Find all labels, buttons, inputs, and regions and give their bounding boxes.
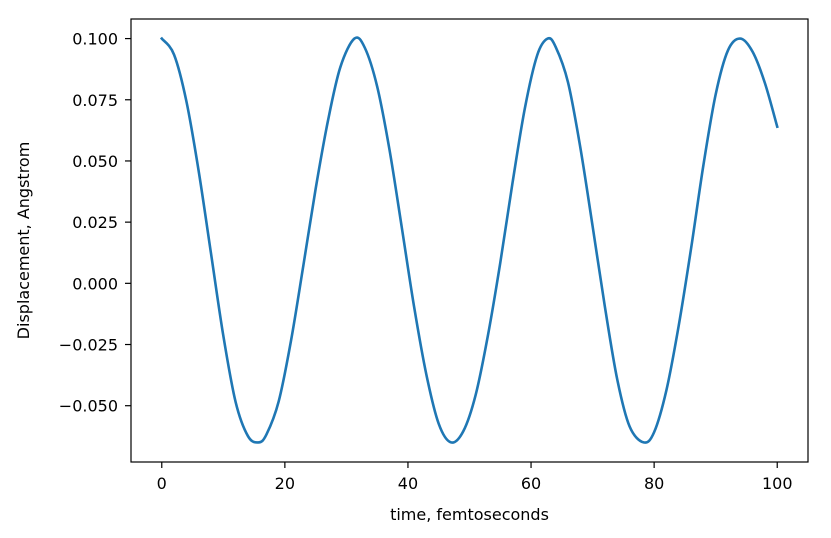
series-layer [159,36,779,444]
plot-frame [130,18,809,463]
x-tick-label: 20 [275,474,295,493]
ticks-layer: 0 20 40 60 80 100 0.100 0.075 0.050 0.025 0.000 −0.… [59,30,793,493]
x-tick-label: 40 [398,474,418,493]
y-axis-label: Displacement, Angstrom [14,142,33,340]
y-tick-label: 0.100 [72,30,118,49]
y-tick-label: 0.050 [72,152,118,171]
y-tick-label: 0.000 [72,274,118,293]
y-tick-label: 0.025 [72,213,118,232]
plot-area [131,19,808,462]
x-tick-label: 0 [157,474,167,493]
x-axis-label: time, femtoseconds [390,505,549,524]
series-line [159,36,779,444]
y-tick-label: 0.075 [72,91,118,110]
y-tick-label: −0.025 [59,336,118,355]
x-tick-label: 60 [521,474,541,493]
x-tick-label: 100 [762,474,793,493]
y-tick-label: −0.050 [59,397,118,416]
x-tick-label: 80 [644,474,664,493]
